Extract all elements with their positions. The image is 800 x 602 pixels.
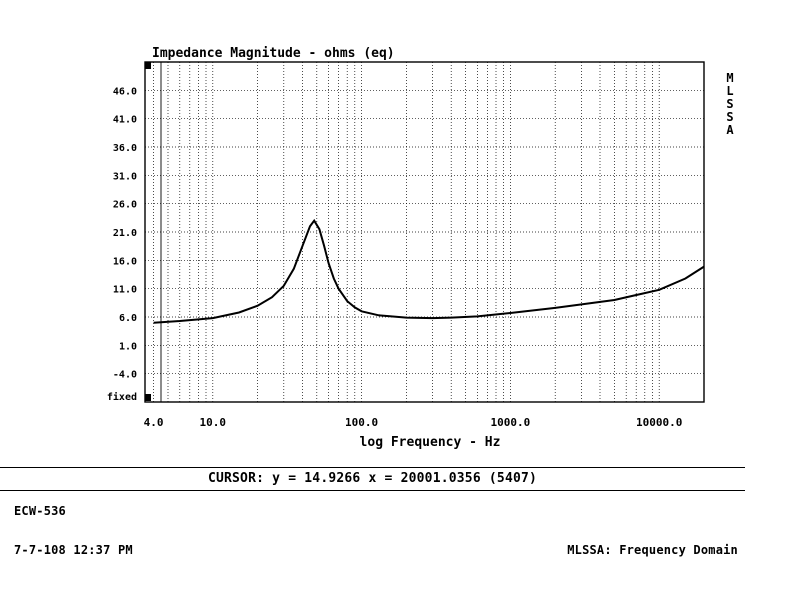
y-tick-label: 11.0 [113,285,137,296]
x-tick-label: 100.0 [345,416,378,429]
x-tick-label: 10.0 [200,416,227,429]
impedance-chart: 46.0 41.0 36.0 31.0 26.0 21.0 16.0 11.0 6.0 1.0 -4… [107,46,734,450]
side-label-letter: S [726,97,733,111]
analysis-mode: MLSSA: Frequency Domain [567,543,738,557]
cursor-top-rule [0,467,745,468]
cursor-readout: CURSOR: y = 14.9266 x = 20001.0356 (5407… [207,471,538,486]
device-id: ECW-536 [14,504,66,518]
plot-frame [144,61,705,403]
y-tick-label: 26.0 [113,200,137,211]
x-tick-label: 10000.0 [636,416,682,429]
x-tick-label: 4.0 [144,416,164,429]
side-label-letter: L [726,84,733,98]
y-tick-label: 1.0 [119,341,137,352]
mlssa-side-label: MLSSA [726,71,734,137]
y-tick-labels: 46.0 41.0 36.0 31.0 26.0 21.0 16.0 11.0 6.0 1.0 -4… [113,86,137,380]
y-tick-label: 36.0 [113,143,137,154]
side-label-letter: M [726,71,733,85]
y-tick-label: 21.0 [113,228,137,239]
x-axis-label: log Frequency - Hz [360,435,501,450]
y-tick-label: 16.0 [113,256,137,267]
y-fixed-label: fixed [107,391,137,403]
side-label-letter: S [726,110,733,124]
y-tick-label: -4.0 [113,370,137,381]
y-tick-label: 6.0 [119,313,137,324]
x-tick-labels: 4.0 10.0 100.0 1000.0 10000.0 [144,416,683,429]
top-left-marker [145,62,151,69]
grid-lines [145,62,705,402]
cursor-bottom-rule [0,490,745,491]
impedance-curve [153,218,705,324]
y-tick-label: 31.0 [113,171,137,182]
y-tick-label: 41.0 [113,115,137,126]
chart-title: Impedance Magnitude - ohms (eq) [152,46,395,61]
bottom-left-marker [145,394,151,401]
side-label-letter: A [726,123,734,137]
x-tick-label: 1000.0 [491,416,531,429]
y-tick-label: 46.0 [113,86,137,97]
timestamp: 7-7-108 12:37 PM [14,543,133,557]
